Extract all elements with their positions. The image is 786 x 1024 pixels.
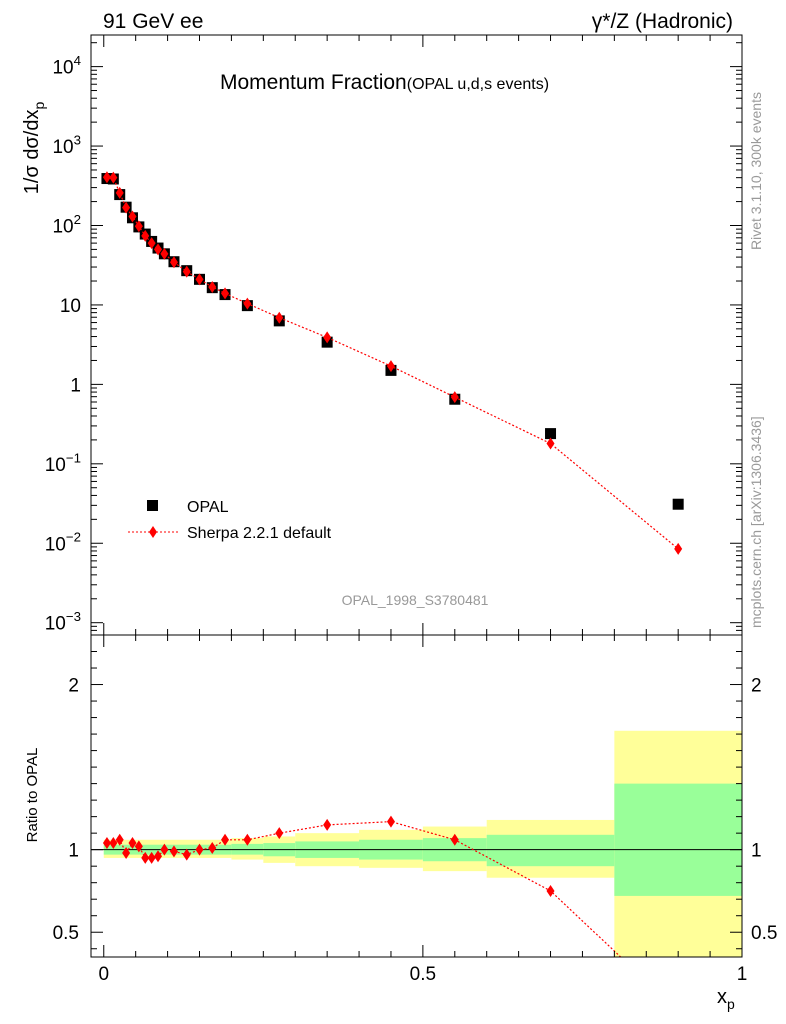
ratio-data-point <box>450 833 459 846</box>
ratio-data-point <box>275 827 284 840</box>
mcplots-label: mcplots.cern.ch [arXiv:1306.3436] <box>748 416 764 628</box>
legend-sherpa-marker <box>149 526 157 538</box>
sherpa-data-point <box>160 247 169 260</box>
ratio-data-point <box>160 843 169 856</box>
ratio-data-point <box>128 837 137 850</box>
lower-plot-area <box>91 730 742 957</box>
sherpa-data-point <box>147 237 156 250</box>
sherpa-data-point <box>134 220 143 233</box>
rivet-version-label: Rivet 3.1.10, 300k events <box>748 92 764 250</box>
sherpa-data-point <box>323 331 332 344</box>
ratio-y-axis-label: Ratio to OPAL <box>24 748 41 843</box>
ratio-data-point <box>221 833 230 846</box>
legend-opal-marker <box>147 500 158 511</box>
ratio-data-point <box>102 837 111 850</box>
sherpa-data-point <box>546 437 555 450</box>
sherpa-data-point <box>154 243 163 256</box>
legend-opal-label: OPAL <box>187 499 229 516</box>
plot-title: Momentum Fraction(OPAL u,d,s events) <box>220 71 549 94</box>
x-tick-label: 0.5 <box>410 964 436 985</box>
header-left: 91 GeV ee <box>103 10 203 33</box>
ratio-data-point <box>147 851 156 864</box>
watermark-label: OPAL_1998_S3780481 <box>342 592 489 608</box>
y-axis-label: 1/σ dσ/dxp <box>21 102 47 195</box>
ratio-data-point <box>115 833 124 846</box>
sherpa-line <box>106 176 679 550</box>
x-axis-label: xp <box>717 986 735 1012</box>
y-tick-label: 10−2 <box>45 530 81 556</box>
ratio-data-point <box>109 837 118 850</box>
upper-frame <box>90 34 743 636</box>
sherpa-data-point <box>128 210 137 223</box>
sherpa-data-point <box>221 287 230 300</box>
opal-data-point <box>545 428 557 440</box>
ratio-data-point <box>141 851 150 864</box>
sherpa-data-point <box>115 186 124 199</box>
legend-sherpa-label: Sherpa 2.2.1 default <box>187 525 332 542</box>
sherpa-data-point <box>275 311 284 324</box>
sherpa-data-point <box>102 171 111 184</box>
ratio-y-tick-label-left: 0.5 <box>53 923 79 944</box>
sherpa-data-point <box>109 171 118 184</box>
ratio-y-tick-label-left: 2 <box>68 676 79 697</box>
ratio-data-point <box>386 815 395 828</box>
ratio-y-tick-label-right: 2 <box>751 676 762 697</box>
sherpa-data-point <box>208 281 217 294</box>
ratio-data-point <box>154 850 163 863</box>
ratio-data-point <box>182 848 191 861</box>
ratio-y-tick-label-right: 1 <box>751 841 762 862</box>
y-tick-label: 102 <box>52 212 81 238</box>
ratio-data-point <box>323 818 332 831</box>
ratio-data-point <box>169 845 178 858</box>
sherpa-data-point <box>122 201 131 214</box>
uncertainty-band-inner <box>614 783 742 896</box>
sherpa-data-point <box>195 273 204 286</box>
sherpa-data-point <box>141 229 150 242</box>
sherpa-data-point <box>182 265 191 278</box>
y-tick-label: 104 <box>52 53 81 79</box>
y-tick-label: 10−3 <box>45 609 81 635</box>
ratio-data-point <box>546 884 555 897</box>
y-tick-label: 10−1 <box>45 450 81 476</box>
ratio-data-point <box>122 846 131 859</box>
uncertainty-band-inner <box>486 834 615 867</box>
sherpa-data-point <box>450 391 459 404</box>
ratio-data-point <box>243 833 252 846</box>
ratio-data-point <box>134 840 143 853</box>
sherpa-data-point <box>169 256 178 269</box>
ratio-y-tick-label-left: 1 <box>68 841 79 862</box>
lower-frame <box>90 634 743 958</box>
ratio-data-point <box>208 842 217 855</box>
x-tick-label: 1 <box>737 964 748 985</box>
ratio-data-point <box>195 843 204 856</box>
sherpa-data-point <box>674 542 683 555</box>
sherpa-data-point <box>386 360 395 373</box>
y-tick-label: 10 <box>60 296 81 317</box>
y-tick-label: 1 <box>70 375 81 396</box>
y-tick-label: 103 <box>52 133 81 159</box>
header-right: γ*/Z (Hadronic) <box>592 10 733 33</box>
opal-data-point <box>672 498 684 510</box>
ratio-y-tick-label-right: 0.5 <box>751 923 777 944</box>
x-tick-label: 0 <box>98 964 109 985</box>
sherpa-data-point <box>243 297 252 310</box>
